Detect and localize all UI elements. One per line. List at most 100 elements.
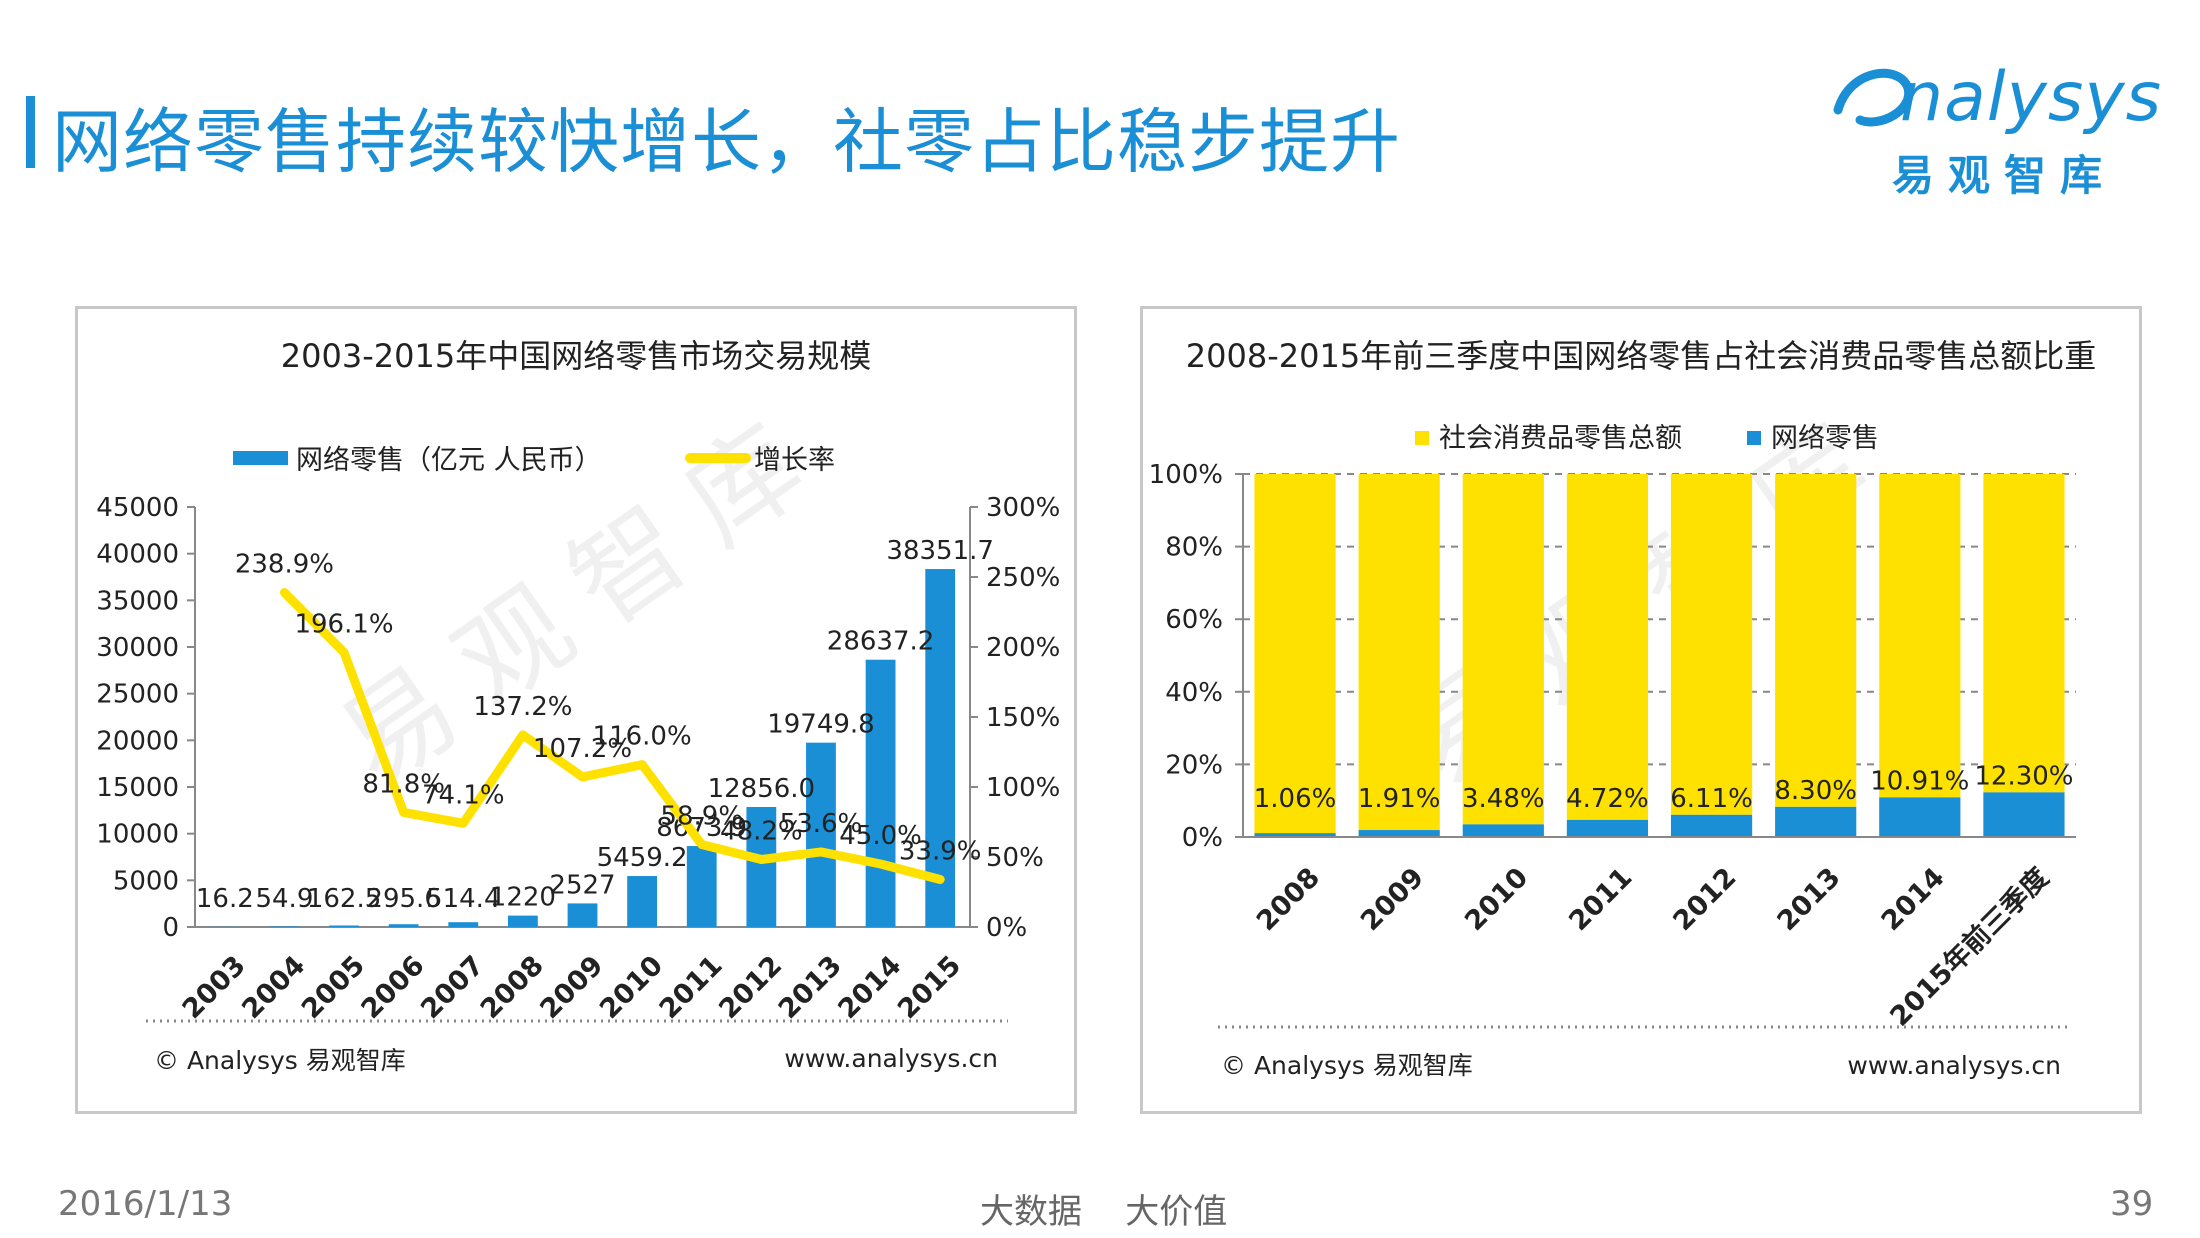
y-tick-label: 60% <box>1165 605 1223 635</box>
y-tick-label-left: 0 <box>162 913 179 943</box>
bar-value-label: 12856.0 <box>708 774 816 804</box>
bar-value-label: 28637.2 <box>827 627 935 657</box>
bar <box>269 926 300 927</box>
footer-date: 2016/1/13 <box>58 1184 233 1224</box>
growth-rate-point <box>639 761 646 768</box>
growth-rate-point <box>460 820 467 827</box>
bar-value-label: 5459.2 <box>597 843 688 873</box>
legend-label-bar: 网络零售（亿元 人民币） <box>296 445 602 476</box>
bar-total-segment <box>1254 474 1336 834</box>
bar <box>567 903 598 927</box>
y-tick-label-right: 250% <box>986 563 1060 593</box>
online-share-label: 1.91% <box>1358 784 1441 814</box>
x-tick-label: 2010 <box>1459 862 1534 937</box>
growth-rate-point <box>937 876 944 883</box>
x-tick-label: 2007 <box>415 950 490 1025</box>
x-tick-label: 2013 <box>773 950 848 1025</box>
y-tick-label-right: 150% <box>986 703 1060 733</box>
x-tick-label: 2014 <box>832 950 907 1025</box>
growth-rate-label: 116.0% <box>593 722 692 752</box>
growth-rate-point <box>519 731 526 738</box>
bar-total-segment <box>1775 474 1857 807</box>
x-tick-label: 2006 <box>356 950 431 1025</box>
x-tick-label: 2009 <box>534 950 609 1025</box>
bar <box>686 846 717 927</box>
page-title: 网络零售持续较快增长，社零占比稳步提升 <box>52 101 1401 183</box>
bar-total-segment <box>1462 474 1544 825</box>
y-tick-label-left: 40000 <box>96 540 179 570</box>
growth-rate-label: 58.9% <box>660 802 743 832</box>
x-tick-label: 2010 <box>594 950 669 1025</box>
online-share-label: 4.72% <box>1566 784 1649 814</box>
online-share-label: 3.48% <box>1462 784 1545 814</box>
x-tick-label: 2014 <box>1876 862 1951 937</box>
growth-rate-label: 137.2% <box>473 692 572 722</box>
bar-value-label: 54.9 <box>255 884 313 914</box>
bar <box>388 924 419 927</box>
y-tick-label: 40% <box>1165 678 1223 708</box>
x-tick-label: 2013 <box>1772 862 1847 937</box>
bar-online-segment <box>1775 806 1857 837</box>
y-tick-label-right: 50% <box>986 843 1044 873</box>
bar <box>746 807 777 927</box>
x-tick-label: 2011 <box>654 950 729 1025</box>
online-share-label: 12.30% <box>1974 761 2073 791</box>
x-tick-label: 2008 <box>475 950 550 1025</box>
x-tick-label: 2005 <box>296 950 371 1025</box>
y-tick-label-left: 25000 <box>96 680 179 710</box>
growth-rate-label: 45.0% <box>839 821 922 851</box>
growth-rate-point <box>341 649 348 656</box>
growth-rate-label: 48.2% <box>720 817 803 847</box>
x-tick-label: 2009 <box>1355 862 1430 937</box>
legend-label-total: 社会消费品零售总额 <box>1439 423 1682 454</box>
growth-rate-label: 53.6% <box>780 809 863 839</box>
bar-value-label: 38351.7 <box>886 536 994 566</box>
y-tick-label-left: 45000 <box>96 493 179 523</box>
x-tick-label: 2011 <box>1563 862 1638 937</box>
growth-rate-label: 196.1% <box>294 609 393 639</box>
share-chart: 2008-2015年前三季度中国网络零售占社会消费品零售总额比重社会消费品零售总… <box>1149 337 2097 1080</box>
bar-online-segment <box>1879 797 1961 837</box>
bar-total-segment <box>1566 474 1649 820</box>
legend-label-online: 网络零售 <box>1771 423 1879 454</box>
bar <box>925 569 956 927</box>
growth-rate-line <box>279 588 945 885</box>
y-tick-label-left: 15000 <box>96 773 179 803</box>
logo-subtitle: 易观智库 <box>1892 151 2117 200</box>
x-tick-label: 2015 <box>892 950 967 1025</box>
source-url: www.analysys.cn <box>784 1044 998 1073</box>
legend-swatch-total <box>1415 431 1429 445</box>
growth-rate-label: 74.1% <box>422 780 505 810</box>
analysys-logo: nalysys 易观智库 <box>1830 58 2162 200</box>
growth-rate-point <box>758 856 765 863</box>
x-tick-label: 2008 <box>1251 862 1326 937</box>
y-tick-label: 0% <box>1182 823 1223 853</box>
growth-rate-point <box>817 848 824 855</box>
legend-swatch-bar <box>233 451 288 465</box>
legend-label-line: 增长率 <box>754 445 835 476</box>
logo-word: nalysys <box>1900 58 2162 137</box>
y-tick-label-right: 200% <box>986 633 1060 663</box>
bar <box>507 915 538 927</box>
bar-value-label: 1220 <box>490 883 556 913</box>
source-label: © Analysys 易观智库 <box>1221 1051 1473 1080</box>
growth-rate-point <box>579 773 586 780</box>
y-tick-label-left: 35000 <box>96 586 179 616</box>
source-label: © Analysys 易观智库 <box>154 1046 406 1075</box>
y-tick-label-left: 30000 <box>96 633 179 663</box>
y-tick-label-left: 20000 <box>96 726 179 756</box>
y-tick-label-right: 0% <box>986 913 1027 943</box>
bar-value-label: 16.2 <box>196 884 254 914</box>
bar-online-segment <box>1462 824 1544 837</box>
bar-value-label: 295.6 <box>366 884 440 914</box>
bar-value-label: 2527 <box>549 870 615 900</box>
growth-rate-point <box>698 841 705 848</box>
bar-total-segment <box>1358 474 1440 831</box>
growth-rate-point <box>281 589 288 596</box>
bar-total-segment <box>1670 474 1753 815</box>
bar-value-label: 514.4 <box>426 884 500 914</box>
x-tick-label: 2004 <box>236 950 311 1025</box>
bar-total-segment <box>1879 474 1961 798</box>
y-tick-label: 80% <box>1165 533 1223 563</box>
